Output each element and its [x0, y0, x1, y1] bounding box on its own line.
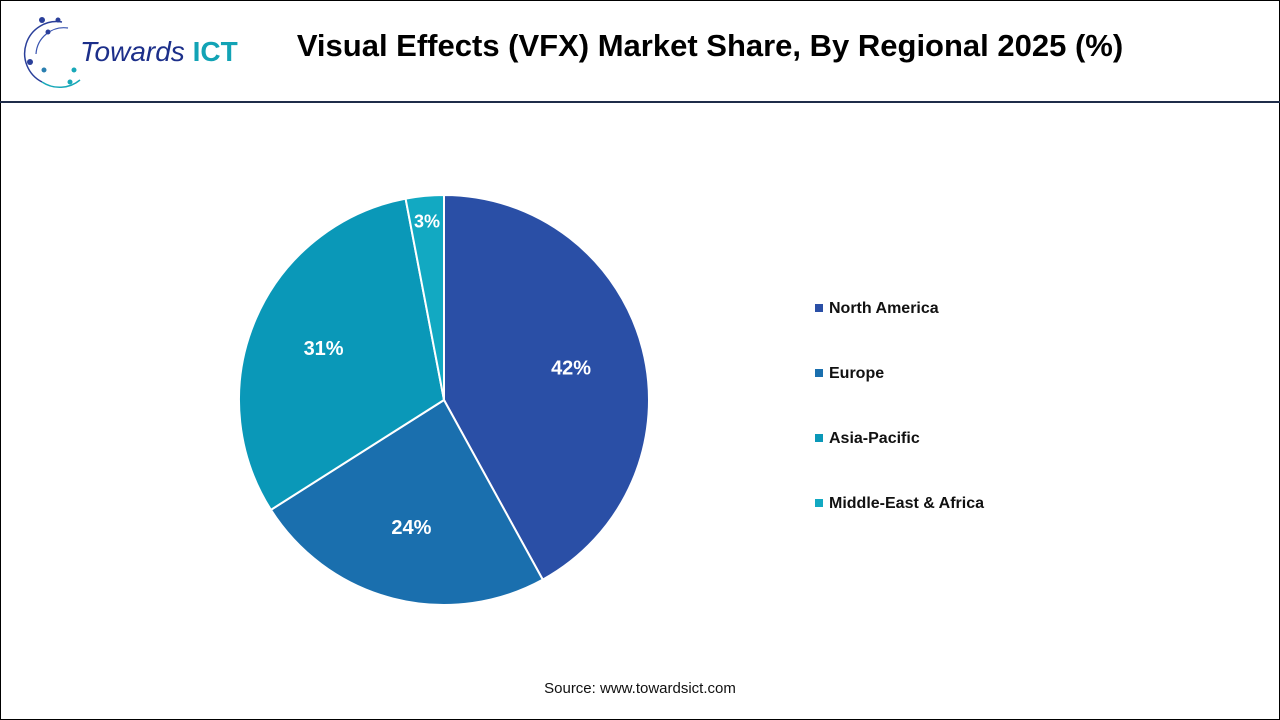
legend-label: Middle-East & Africa	[829, 495, 984, 512]
legend-swatch	[815, 368, 823, 377]
chart-title: Visual Effects (VFX) Market Share, By Re…	[296, 28, 1124, 63]
legend-item: Middle-East & Africa	[815, 495, 984, 513]
legend-item: Europe	[815, 365, 884, 383]
legend-swatch	[815, 303, 823, 312]
data-label: 42%	[551, 357, 591, 379]
source-note: Source: www.towardsict.com	[544, 680, 736, 697]
pie-slice-north-america	[443, 193, 650, 582]
pie-slice-middle-east-africa	[404, 193, 445, 401]
pie-slice-europe	[269, 398, 545, 606]
legend-label: Asia-Pacific	[829, 430, 920, 447]
logo: Towards ICT	[22, 14, 238, 90]
header: Towards ICT Visual Effects (VFX) Market …	[0, 0, 1280, 103]
data-label: 31%	[304, 338, 344, 360]
pie-slice-asia-pacific	[238, 197, 446, 512]
legend-label: North America	[829, 300, 939, 317]
legend-item: Asia-Pacific	[815, 430, 920, 448]
data-label: 3%	[414, 211, 440, 231]
logo-circuit-icon	[23, 17, 81, 89]
logo-text: Towards ICT	[80, 36, 238, 67]
legend-swatch	[815, 433, 823, 442]
legend-item: North America	[815, 300, 939, 318]
legend-label: Europe	[829, 365, 885, 382]
legend-swatch	[815, 498, 823, 507]
data-label: 24%	[391, 517, 431, 539]
